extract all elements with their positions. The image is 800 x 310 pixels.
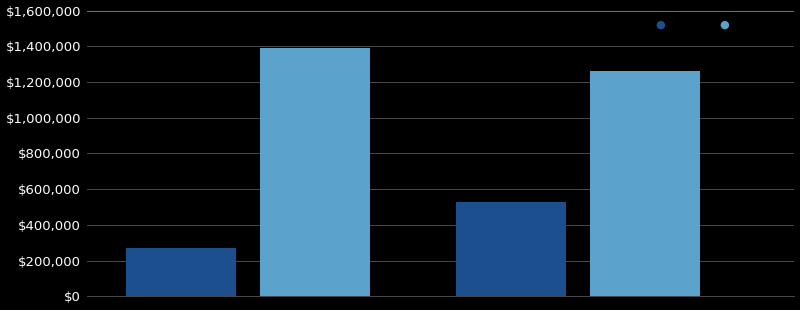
Bar <box>590 71 700 296</box>
Text: ●: ● <box>655 20 665 30</box>
Bar <box>126 248 236 296</box>
Text: ●: ● <box>719 20 729 30</box>
Bar <box>260 48 370 296</box>
Bar <box>456 202 566 296</box>
